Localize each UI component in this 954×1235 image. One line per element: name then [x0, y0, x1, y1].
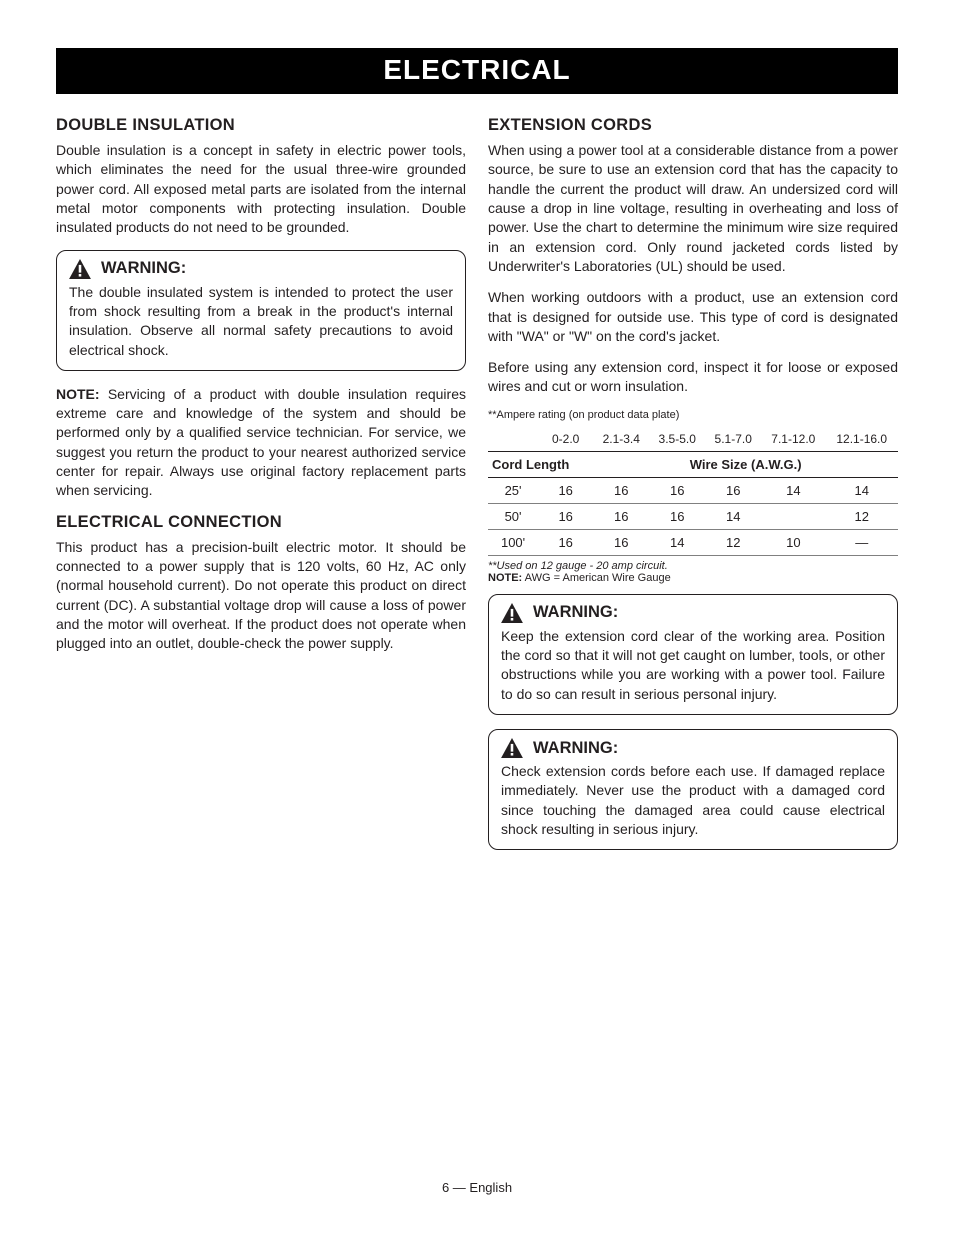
table-row: 100' 16 16 14 12 10 — [488, 529, 898, 555]
range-cell: 2.1-3.4 [593, 427, 649, 452]
heading-electrical-connection: ELECTRICAL CONNECTION [56, 513, 466, 532]
warning-triangle-icon [501, 603, 523, 623]
left-column: DOUBLE INSULATION Double insulation is a… [56, 116, 466, 864]
table-row: 50' 16 16 16 14 12 [488, 503, 898, 529]
table-footnote: **Used on 12 gauge - 20 amp circuit. [488, 560, 898, 572]
section-banner: ELECTRICAL [56, 48, 898, 94]
table-cell: — [825, 529, 898, 555]
table-cell: 12 [705, 529, 761, 555]
warning-text: The double insulated system is intended … [69, 283, 453, 360]
table-cell: 16 [649, 477, 705, 503]
warning-label: WARNING: [533, 739, 618, 758]
note-text: AWG = American Wire Gauge [522, 572, 670, 584]
paragraph: When working outdoors with a product, us… [488, 288, 898, 346]
warning-label: WARNING: [533, 603, 618, 622]
table-cell: 16 [705, 477, 761, 503]
warning-text: Check extension cords before each use. I… [501, 762, 885, 839]
range-cell: 0-2.0 [538, 427, 593, 452]
range-cell: 5.1-7.0 [705, 427, 761, 452]
warning-header: WARNING: [69, 259, 453, 279]
table-cell: 14 [825, 477, 898, 503]
warning-box: WARNING: The double insulated system is … [56, 250, 466, 371]
table-cell: 12 [825, 503, 898, 529]
cord-length-cell: 25' [488, 477, 538, 503]
page: ELECTRICAL DOUBLE INSULATION Double insu… [0, 0, 954, 864]
table-caption: **Ampere rating (on product data plate) [488, 409, 898, 421]
warning-box: WARNING: Check extension cords before ea… [488, 729, 898, 850]
two-column-layout: DOUBLE INSULATION Double insulation is a… [56, 116, 898, 864]
range-cell: 7.1-12.0 [761, 427, 825, 452]
warning-text: Keep the extension cord clear of the wor… [501, 627, 885, 704]
table-cell: 14 [705, 503, 761, 529]
warning-triangle-icon [69, 259, 91, 279]
warning-header: WARNING: [501, 603, 885, 623]
table-range-row: 0-2.0 2.1-3.4 3.5-5.0 5.1-7.0 7.1-12.0 1… [488, 427, 898, 452]
table-cell: 16 [593, 529, 649, 555]
table-cell: 16 [593, 477, 649, 503]
warning-triangle-icon [501, 738, 523, 758]
table-cell: 16 [593, 503, 649, 529]
table-cell: 16 [538, 503, 593, 529]
note-lead: NOTE: [488, 572, 522, 584]
table-cell: 10 [761, 529, 825, 555]
wire-size-label: Wire Size (A.W.G.) [593, 451, 898, 477]
cord-length-cell: 100' [488, 529, 538, 555]
range-cell: 12.1-16.0 [825, 427, 898, 452]
note-text: Servicing of a product with double insul… [56, 386, 466, 499]
table-header-row: Cord Length Wire Size (A.W.G.) [488, 451, 898, 477]
page-footer: 6 — English [0, 1180, 954, 1195]
paragraph: When using a power tool at a considerabl… [488, 141, 898, 276]
table-row: 25' 16 16 16 16 14 14 [488, 477, 898, 503]
table-cell: 16 [538, 477, 593, 503]
table-cell: 14 [649, 529, 705, 555]
paragraph: Double insulation is a concept in safety… [56, 141, 466, 238]
heading-double-insulation: DOUBLE INSULATION [56, 116, 466, 135]
paragraph: Before using any extension cord, inspect… [488, 358, 898, 397]
table-footnote: NOTE: AWG = American Wire Gauge [488, 572, 898, 584]
right-column: EXTENSION CORDS When using a power tool … [488, 116, 898, 864]
paragraph: This product has a precision-built elect… [56, 538, 466, 654]
note-paragraph: NOTE: Servicing of a product with double… [56, 385, 466, 501]
table-cell: 16 [649, 503, 705, 529]
table-cell: 16 [538, 529, 593, 555]
wire-size-table: 0-2.0 2.1-3.4 3.5-5.0 5.1-7.0 7.1-12.0 1… [488, 427, 898, 556]
cord-length-label: Cord Length [488, 451, 593, 477]
range-cell: 3.5-5.0 [649, 427, 705, 452]
warning-label: WARNING: [101, 259, 186, 278]
warning-header: WARNING: [501, 738, 885, 758]
warning-box: WARNING: Keep the extension cord clear o… [488, 594, 898, 715]
table-cell: 14 [761, 477, 825, 503]
table-cell [761, 503, 825, 529]
heading-extension-cords: EXTENSION CORDS [488, 116, 898, 135]
cord-length-cell: 50' [488, 503, 538, 529]
note-lead: NOTE: [56, 386, 100, 402]
